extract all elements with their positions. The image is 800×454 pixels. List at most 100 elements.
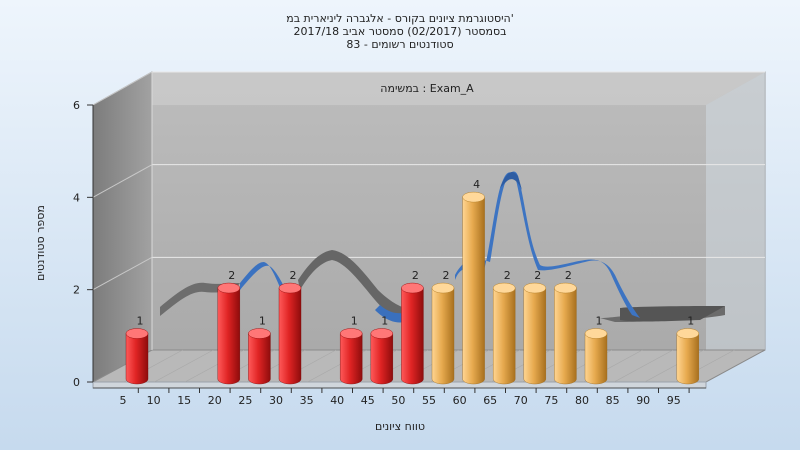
- floor-front-edge: [92, 381, 707, 389]
- bar-body: [278, 287, 302, 385]
- bar-top: [584, 328, 608, 339]
- bar-body: [676, 333, 699, 385]
- x-tick-label: 90: [636, 394, 650, 407]
- chart-title-line-1: היסטוגרמת ציונים בקורס - אלגברה ליניארית…: [286, 12, 514, 25]
- data-label: 1: [259, 315, 266, 328]
- data-label: 1: [137, 315, 144, 328]
- y-axis-ticks: 0 2 4 6: [73, 99, 94, 389]
- bar-body: [340, 333, 363, 385]
- x-tick-label: 70: [514, 394, 528, 407]
- gridline-side: [92, 71, 153, 106]
- data-label: 1: [381, 315, 388, 328]
- gridline-side: [92, 164, 153, 198]
- plot-area: [92, 71, 766, 389]
- bar-top: [370, 328, 394, 339]
- bar: [676, 328, 700, 385]
- bar-top: [339, 328, 363, 339]
- bar: [492, 282, 516, 385]
- bar-top: [248, 328, 271, 339]
- x-tick-label: 60: [453, 394, 467, 407]
- y-axis-label: מספר סטודנטים: [34, 205, 47, 281]
- bar-body: [554, 287, 577, 385]
- bar-body: [125, 333, 149, 385]
- y-tick-label: 0: [73, 376, 80, 389]
- x-tick-label: 40: [330, 394, 344, 407]
- bar: [523, 282, 547, 385]
- bar-body: [217, 287, 240, 385]
- ribbon-blue: [240, 171, 640, 323]
- bar: [431, 282, 455, 385]
- bar-body: [401, 287, 424, 385]
- bar: [217, 282, 241, 385]
- data-label: 2: [504, 269, 511, 282]
- y-tick-label: 6: [73, 99, 80, 112]
- bar-top: [462, 191, 485, 203]
- data-label: 2: [228, 269, 235, 282]
- bar-body: [493, 287, 516, 385]
- x-tick-label: 65: [483, 394, 497, 407]
- data-labels-layer: 1 2 1 2 1 1 2 2 4 2 2 2 1 1: [137, 178, 695, 327]
- bar-top: [523, 282, 547, 294]
- data-label: 1: [687, 315, 694, 328]
- data-label: 4: [473, 178, 480, 191]
- data-label: 2: [290, 269, 297, 282]
- bar: [278, 282, 302, 385]
- bar: [584, 328, 608, 385]
- bar: [401, 282, 424, 385]
- data-label: 1: [351, 315, 358, 328]
- bar-body: [248, 333, 271, 385]
- bar-top: [492, 282, 516, 294]
- x-tick-label: 30: [269, 394, 283, 407]
- chart-annotation: במשימה : Exam_A: [380, 82, 474, 95]
- chart-title-line-2: בסמסטר (02/2017) סמסטר אביב 2017/18: [293, 25, 506, 38]
- bar: [554, 282, 577, 385]
- bar-top: [431, 282, 455, 294]
- bar-top: [676, 328, 700, 339]
- gridline-side: [92, 256, 153, 291]
- floor-gridline: [154, 349, 214, 383]
- top-face: [93, 72, 765, 105]
- bar: [125, 328, 149, 385]
- data-label: 2: [565, 269, 572, 282]
- bar-body: [370, 333, 393, 385]
- x-tick-label: 75: [544, 394, 558, 407]
- bar-body: [431, 287, 455, 385]
- y-tick-label: 2: [73, 284, 80, 297]
- data-label: 2: [534, 269, 541, 282]
- data-label: 1: [596, 315, 603, 328]
- x-tick-label: 55: [422, 394, 436, 407]
- x-tick-label: 80: [575, 394, 589, 407]
- bars-layer: [125, 191, 700, 385]
- floor-gridline: [613, 349, 674, 383]
- bar: [462, 191, 485, 385]
- bar: [370, 328, 394, 385]
- x-tick-label: 85: [606, 394, 620, 407]
- x-tick-label: 10: [147, 394, 161, 407]
- x-tick-label: 5: [120, 394, 127, 407]
- right-side-face: [706, 72, 765, 382]
- bar: [248, 328, 271, 385]
- bar-top: [217, 282, 241, 294]
- bar-top: [278, 282, 302, 294]
- bar-body: [523, 287, 546, 385]
- bar: [339, 328, 363, 385]
- x-tick-label: 50: [391, 394, 405, 407]
- bar-body: [462, 196, 485, 385]
- x-tick-label: 15: [177, 394, 191, 407]
- x-tick-label: 35: [300, 394, 314, 407]
- chart-title-line-3: סטודנטים רשומים - 83: [346, 38, 453, 51]
- data-label: 2: [443, 269, 450, 282]
- x-tick-label: 25: [238, 394, 252, 407]
- y-tick-label: 4: [73, 191, 80, 204]
- bar-body: [584, 333, 608, 385]
- bar-top: [125, 328, 149, 339]
- x-tick-label: 95: [667, 394, 681, 407]
- x-tick-label: 45: [361, 394, 375, 407]
- data-label: 2: [412, 269, 419, 282]
- x-tick-label: 20: [208, 394, 222, 407]
- x-axis-label: טווח ציונים: [375, 420, 425, 433]
- bar-top: [554, 282, 577, 294]
- x-axis-ticks: 5 10 15 20 25 30 35 40 45 50 55 60 65 70 75 80 85 90 95: [93, 387, 706, 407]
